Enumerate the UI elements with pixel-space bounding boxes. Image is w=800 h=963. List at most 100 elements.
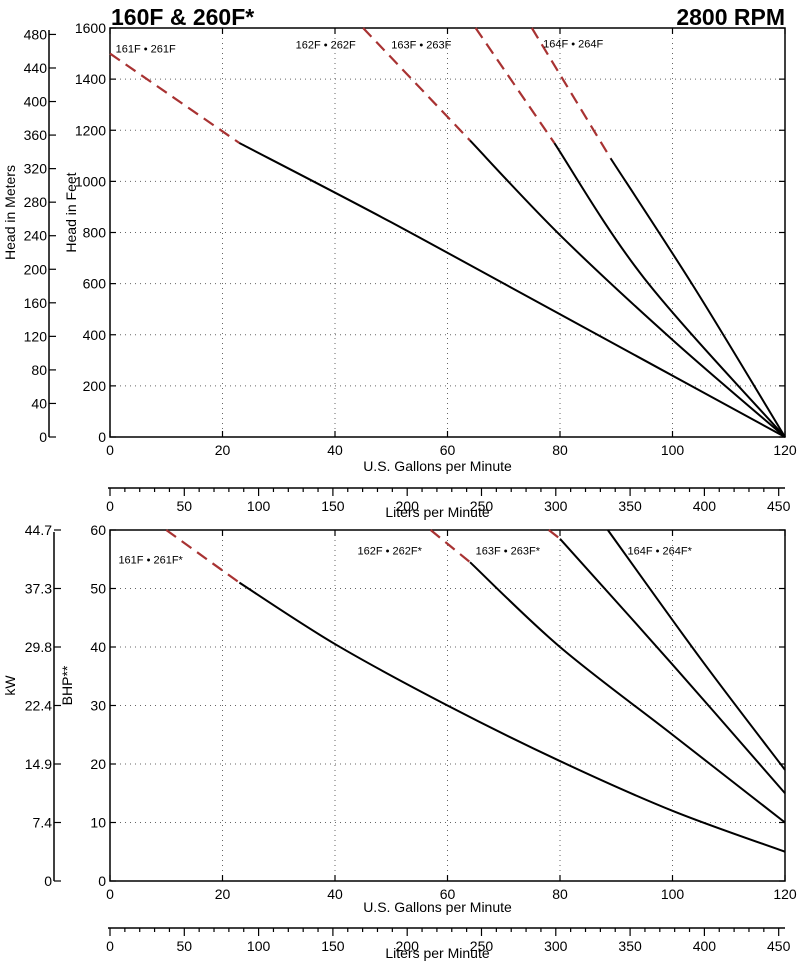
secondary-x-axis-label: Liters per Minute bbox=[385, 504, 489, 520]
y-tick-label: 1200 bbox=[75, 122, 106, 138]
secondary-x-tick-label: 300 bbox=[544, 498, 568, 514]
curve-164f-solid bbox=[609, 157, 786, 438]
secondary-y-tick-label: 400 bbox=[24, 94, 48, 110]
curve-163f-dashed bbox=[548, 529, 561, 540]
y-tick-label: 400 bbox=[83, 327, 107, 343]
secondary-y-tick-label: 40 bbox=[31, 395, 47, 411]
curve-163f-solid bbox=[553, 142, 786, 438]
secondary-x-tick-label: 350 bbox=[618, 938, 642, 954]
secondary-x-tick-label: 0 bbox=[106, 938, 114, 954]
secondary-x-tick-label: 100 bbox=[247, 498, 271, 514]
secondary-x-tick-label: 450 bbox=[767, 938, 791, 954]
x-tick-label: 0 bbox=[106, 442, 114, 458]
secondary-x-tick-label: 200 bbox=[396, 938, 420, 954]
y-tick-label: 50 bbox=[90, 581, 106, 597]
secondary-x-tick-label: 400 bbox=[693, 938, 717, 954]
y-tick-label: 30 bbox=[90, 698, 106, 714]
secondary-x-axis-label: Liters per Minute bbox=[385, 945, 489, 961]
secondary-y-axis-label: Head in Meters bbox=[2, 165, 18, 260]
curve-164f-solid bbox=[607, 529, 786, 771]
secondary-x-tick-label: 450 bbox=[767, 498, 791, 514]
secondary-y-tick-label: 37.3 bbox=[25, 581, 52, 597]
curve-label-161f: 161F • 261F bbox=[116, 43, 176, 55]
head-chart: 0 20 40 60 80 100 120 U.S. Gallons per Minute 0 2… bbox=[2, 20, 797, 520]
secondary-y-tick-label: 29.8 bbox=[25, 639, 52, 655]
curve-label-162f: 162F • 262F* bbox=[358, 545, 423, 557]
x-axis-label: U.S. Gallons per Minute bbox=[363, 899, 512, 915]
y-tick-label: 1400 bbox=[75, 71, 106, 87]
y-tick-label: 600 bbox=[83, 276, 107, 292]
curve-161f-dashed bbox=[165, 529, 241, 584]
secondary-y-tick-label: 480 bbox=[24, 26, 48, 42]
curve-label-164f: 164F • 264F bbox=[543, 38, 603, 50]
secondary-y-tick-label: 360 bbox=[24, 127, 48, 143]
secondary-x-tick-label: 200 bbox=[396, 498, 420, 514]
secondary-y-tick-label: 7.4 bbox=[33, 815, 53, 831]
secondary-x-tick-label: 150 bbox=[321, 938, 345, 954]
secondary-y-tick-label: 120 bbox=[24, 328, 48, 344]
secondary-y-tick-label: 0 bbox=[44, 873, 52, 889]
secondary-y-tick-label: 320 bbox=[24, 161, 48, 177]
x-tick-label: 20 bbox=[215, 886, 231, 902]
x-tick-label: 40 bbox=[327, 442, 343, 458]
secondary-y-tick-label: 14.9 bbox=[25, 756, 52, 772]
secondary-y-tick-label: 80 bbox=[31, 362, 47, 378]
y-tick-label: 1600 bbox=[75, 20, 106, 36]
y-tick-label: 20 bbox=[90, 756, 106, 772]
x-tick-label: 0 bbox=[106, 886, 114, 902]
secondary-y-tick-label: 280 bbox=[24, 194, 48, 210]
y-tick-label: 1000 bbox=[75, 173, 106, 189]
curve-164f-dashed bbox=[530, 27, 612, 159]
curve-161f-solid bbox=[238, 142, 786, 438]
secondary-x-tick-label: 150 bbox=[321, 498, 345, 514]
curve-label-161f: 161F • 261F* bbox=[118, 554, 183, 566]
curve-162f-solid bbox=[469, 561, 786, 824]
x-tick-label: 40 bbox=[327, 886, 343, 902]
x-tick-label: 100 bbox=[661, 442, 685, 458]
chart-title-right: 2800 RPM bbox=[676, 4, 785, 30]
y-tick-label: 0 bbox=[98, 873, 106, 889]
x-tick-label: 60 bbox=[440, 442, 456, 458]
curve-162f-dashed bbox=[362, 27, 471, 142]
secondary-y-tick-label: 200 bbox=[24, 261, 48, 277]
x-tick-label: 60 bbox=[440, 886, 456, 902]
y-axis-label: Head in Feet bbox=[63, 172, 79, 252]
curve-161f-dashed bbox=[109, 52, 241, 144]
secondary-x-tick-label: 50 bbox=[177, 938, 193, 954]
x-tick-label: 20 bbox=[215, 442, 231, 458]
chart-title-left: 160F & 260F* bbox=[111, 4, 254, 30]
secondary-x-tick-label: 400 bbox=[693, 498, 717, 514]
y-tick-label: 800 bbox=[83, 225, 107, 241]
curve-label-163f: 163F • 263F bbox=[391, 40, 451, 52]
x-tick-label: 120 bbox=[773, 886, 797, 902]
curve-161f-solid bbox=[238, 581, 786, 853]
power-chart: 0 20 40 60 80 100 120 U.S. Gallons per Minute 0 1… bbox=[2, 522, 797, 961]
y-tick-label: 0 bbox=[98, 429, 106, 445]
y-tick-label: 200 bbox=[83, 378, 107, 394]
secondary-x-tick-label: 50 bbox=[177, 498, 193, 514]
secondary-y-tick-label: 160 bbox=[24, 295, 48, 311]
secondary-y-tick-label: 44.7 bbox=[25, 522, 52, 538]
secondary-x-tick-label: 250 bbox=[470, 498, 494, 514]
secondary-x-tick-label: 300 bbox=[544, 938, 568, 954]
secondary-x-tick-label: 250 bbox=[470, 938, 494, 954]
x-tick-label: 80 bbox=[552, 442, 568, 458]
secondary-x-tick-label: 0 bbox=[106, 498, 114, 514]
secondary-x-tick-label: 350 bbox=[618, 498, 642, 514]
x-axis-label: U.S. Gallons per Minute bbox=[363, 458, 512, 474]
y-tick-label: 60 bbox=[90, 522, 106, 538]
x-tick-label: 80 bbox=[552, 886, 568, 902]
curve-label-162f: 162F • 262F bbox=[296, 40, 356, 52]
curve-162f-dashed bbox=[429, 529, 471, 564]
curve-label-164f: 164F • 264F* bbox=[628, 545, 693, 557]
secondary-y-tick-label: 240 bbox=[24, 228, 48, 244]
y-axis-label: BHP** bbox=[59, 665, 75, 705]
secondary-y-tick-label: 0 bbox=[39, 429, 47, 445]
x-tick-label: 120 bbox=[773, 442, 797, 458]
x-tick-label: 100 bbox=[661, 886, 685, 902]
curve-163f-solid bbox=[559, 538, 786, 794]
secondary-x-tick-label: 100 bbox=[247, 938, 271, 954]
curve-162f-solid bbox=[469, 139, 786, 438]
secondary-y-tick-label: 440 bbox=[24, 60, 48, 76]
